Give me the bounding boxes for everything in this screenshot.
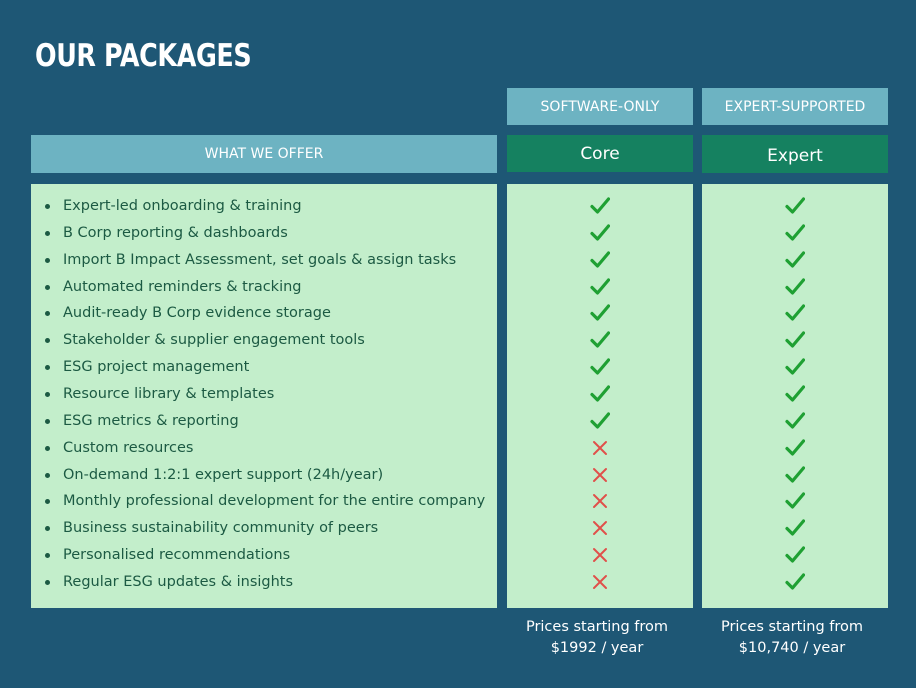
check-icon <box>785 439 805 456</box>
core-inclusion-column <box>507 184 693 608</box>
page-title: OUR PACKAGES <box>35 38 252 74</box>
bullet-icon <box>45 445 50 451</box>
cross-icon <box>593 574 607 589</box>
expert-inclusion-column <box>702 184 888 608</box>
check-icon <box>785 251 805 268</box>
feature-label: Stakeholder & supplier engagement tools <box>63 332 365 349</box>
cross-icon <box>593 521 607 536</box>
cross-icon <box>593 467 607 482</box>
bullet-icon <box>45 526 50 532</box>
tier-label-software-only: SOFTWARE-ONLY <box>507 88 693 125</box>
tier-label-expert-supported: EXPERT-SUPPORTED <box>702 88 888 125</box>
bullet-icon <box>45 499 50 505</box>
check-icon <box>785 519 805 536</box>
bullet-icon <box>45 553 50 559</box>
feature-label: Regular ESG updates & insights <box>63 573 294 590</box>
cross-icon <box>593 440 607 455</box>
feature-label: Audit-ready B Corp evidence storage <box>63 305 331 322</box>
check-icon <box>785 492 805 509</box>
bullet-icon <box>45 418 50 424</box>
check-icon <box>785 277 805 295</box>
feature-label: ESG metrics & reporting <box>63 412 239 429</box>
core-price-label: Prices starting from <box>525 619 669 635</box>
check-icon <box>590 224 610 241</box>
plan-name-core: Core <box>507 135 693 172</box>
bullet-icon <box>45 204 50 209</box>
check-icon <box>590 385 610 402</box>
expert-price: Prices starting from $10,740 / year <box>702 617 882 659</box>
feature-label: Business sustainability community of pee… <box>63 520 379 537</box>
bullet-icon <box>45 230 50 236</box>
feature-label: Expert-led onboarding & training <box>63 198 302 214</box>
check-icon <box>785 304 805 321</box>
bullet-icon <box>45 472 50 478</box>
feature-label: On-demand 1:2:1 expert support (24h/year… <box>63 466 384 483</box>
feature-label: Import B Impact Assessment, set goals & … <box>63 251 457 268</box>
feature-label: ESG project management <box>63 359 250 376</box>
check-icon <box>590 277 610 295</box>
check-icon <box>785 224 805 241</box>
bullet-icon <box>45 391 50 397</box>
expert-price-value: $10,740 / year <box>738 640 846 656</box>
feature-label: Monthly professional development for the… <box>63 493 486 510</box>
check-icon <box>590 331 610 348</box>
check-icon <box>785 358 805 375</box>
offer-header: WHAT WE OFFER <box>31 135 497 173</box>
check-icon <box>785 546 805 563</box>
bullet-icon <box>45 579 50 585</box>
check-icon <box>590 304 610 321</box>
core-price-value: $1992 / year <box>550 640 644 656</box>
check-icon <box>590 197 610 214</box>
feature-label: Automated reminders & tracking <box>63 278 302 295</box>
check-icon <box>785 197 805 214</box>
features-panel: Expert-led onboarding & training B Corp r… <box>31 184 497 608</box>
bullet-icon <box>45 338 50 344</box>
check-icon <box>590 251 610 268</box>
expert-price-label: Prices starting from <box>720 619 864 635</box>
check-icon <box>785 465 805 483</box>
check-icon <box>785 412 805 429</box>
feature-label: Personalised recommendations <box>63 547 291 564</box>
check-icon <box>785 573 805 590</box>
bullet-icon <box>45 311 50 317</box>
bullet-icon <box>45 365 50 371</box>
check-icon <box>590 412 610 429</box>
feature-label: B Corp reporting & dashboards <box>63 224 288 241</box>
cross-icon <box>593 494 607 509</box>
check-icon <box>785 331 805 348</box>
check-icon <box>785 385 805 402</box>
cross-icon <box>593 548 607 563</box>
plan-name-expert: Expert <box>702 135 888 173</box>
bullet-icon <box>45 257 50 263</box>
feature-label: Custom resources <box>63 439 194 456</box>
bullet-icon <box>45 284 50 290</box>
check-icon <box>590 358 610 375</box>
feature-label: Resource library & templates <box>63 385 275 402</box>
core-price: Prices starting from $1992 / year <box>507 617 687 659</box>
